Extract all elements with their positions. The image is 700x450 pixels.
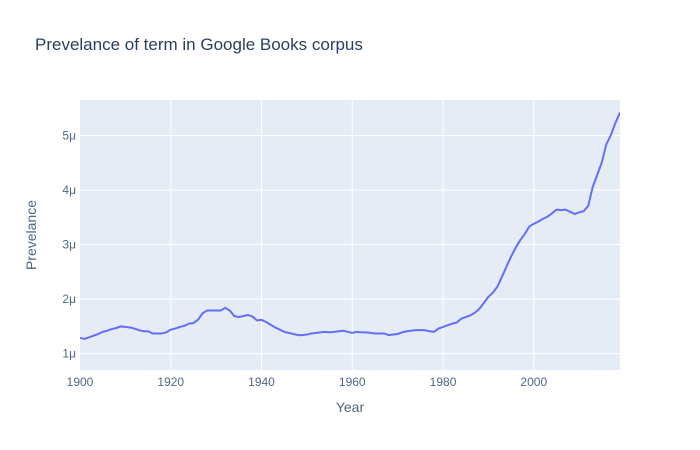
y-axis-title: Prevelance: [23, 200, 39, 270]
plot-area: [80, 100, 620, 370]
x-tick-label: 1920: [157, 375, 184, 389]
x-tick-label: 2000: [520, 375, 547, 389]
chart-title: Prevelance of term in Google Books corpu…: [35, 35, 363, 54]
x-tick-label: 1980: [430, 375, 457, 389]
x-axis-title: Year: [336, 399, 365, 415]
y-tick-label: 1μ: [62, 347, 76, 361]
grid-lines: [80, 100, 620, 370]
y-axis-ticks: 1μ 2μ 3μ 4μ 5μ: [62, 128, 76, 360]
y-tick-label: 2μ: [62, 292, 76, 306]
x-tick-label: 1940: [248, 375, 275, 389]
y-tick-label: 5μ: [62, 128, 76, 142]
x-axis-ticks: 1900 1920 1940 1960 1980 2000: [67, 375, 548, 389]
x-tick-label: 1960: [339, 375, 366, 389]
y-tick-label: 3μ: [62, 238, 76, 252]
series-line: [80, 112, 620, 340]
y-tick-label: 4μ: [62, 183, 76, 197]
x-tick-label: 1900: [67, 375, 94, 389]
